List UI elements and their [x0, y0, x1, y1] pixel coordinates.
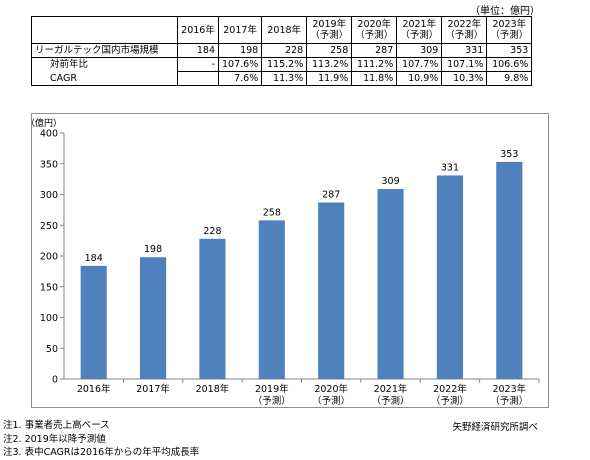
table-cell: 331 — [441, 43, 488, 58]
table-row-cagr: CAGR 7.6% 11.3% 11.9% 11.8% 10.9% 10.3% … — [31, 71, 533, 86]
table-corner-cell — [31, 16, 178, 44]
table-cell: 353 — [486, 43, 533, 58]
x-tick-label: 2019年 — [255, 383, 289, 395]
row-label: CAGR — [31, 71, 178, 86]
table-header-row: 2016年 2017年 2018年 2019年 （予測） 2020年 （予測） 20… — [31, 16, 533, 44]
unit-note: （単位：億円） — [470, 6, 540, 17]
row-label: 対前年比 — [31, 57, 178, 72]
table-header-cell: 2016年 — [177, 16, 219, 44]
data-label: 228 — [203, 226, 221, 237]
bar — [377, 188, 404, 379]
table-cell: 115.2% — [261, 57, 308, 72]
y-tick-label: 0 — [52, 375, 58, 386]
y-tick-label: 250 — [40, 221, 58, 232]
note-line: 注1. 事業者売上高ベース — [3, 420, 110, 431]
data-label: 331 — [441, 162, 459, 173]
data-label: 287 — [322, 189, 340, 200]
y-tick-label: 50 — [46, 344, 58, 355]
table-cell: 107.7% — [396, 57, 443, 72]
x-tick-label: 2020年 — [314, 383, 348, 395]
table-header-cell: 2021年 （予測） — [396, 16, 443, 44]
table-header-cell: 2017年 — [217, 16, 263, 44]
table-cell: 10.9% — [396, 71, 443, 86]
table-header-cell: 2019年 （予測） — [306, 16, 353, 44]
table-cell: 113.2% — [306, 57, 353, 72]
table-cell: 309 — [396, 43, 443, 58]
bar-chart: （億円） 0 50 100 150 200 250 300 350 400 184 2016年 198 2… — [32, 117, 540, 407]
y-tick-label: 350 — [40, 159, 58, 170]
data-label: 258 — [263, 207, 281, 218]
table-header-cell: 2023年 （予測） — [486, 16, 533, 44]
x-tick-label: 2022年 — [433, 383, 467, 395]
bar — [199, 238, 226, 379]
data-label: 309 — [381, 176, 399, 187]
table-cell: 258 — [306, 43, 353, 58]
table-cell: 198 — [217, 43, 263, 58]
table-cell: 106.6% — [486, 57, 533, 72]
table-cell: 11.3% — [261, 71, 308, 86]
x-tick-label-sub: （予測） — [490, 395, 528, 407]
table-row-market-size: リーガルテック国内市場規模 184 198 228 258 287 309 33… — [31, 43, 533, 58]
table-header-cell: 2022年 （予測） — [441, 16, 488, 44]
data-label: 184 — [85, 253, 103, 264]
source-credit: 矢野経済研究所調べ — [452, 422, 538, 433]
table-cell: 184 — [177, 43, 219, 58]
x-tick-label: 2021年 — [374, 383, 408, 395]
bar — [436, 175, 463, 379]
table-cell: 11.9% — [306, 71, 353, 86]
bar — [318, 202, 345, 379]
y-tick-label: 150 — [40, 282, 58, 293]
row-label: リーガルテック国内市場規模 — [31, 43, 178, 58]
table-cell: 107.1% — [441, 57, 488, 72]
table-cell: 9.8% — [486, 71, 533, 86]
x-tick-label: 2016年 — [77, 383, 111, 395]
market-size-table: 2016年 2017年 2018年 2019年 （予測） 2020年 （予測） 20… — [31, 16, 533, 86]
x-tick-label-sub: （予測） — [431, 395, 469, 407]
bar — [80, 265, 107, 379]
x-tick-label-sub: （予測） — [253, 395, 291, 407]
y-tick-label: 200 — [40, 252, 58, 263]
table-cell: 287 — [351, 43, 398, 58]
y-tick-label: 300 — [40, 190, 58, 201]
table-cell: - — [177, 57, 219, 72]
y-tick-label: 100 — [40, 313, 58, 324]
table-cell: 228 — [261, 43, 308, 58]
chart-frame: （億円） 0 50 100 150 200 250 300 350 400 184 2016年 198 2… — [31, 113, 549, 408]
x-tick-label: 2018年 — [196, 383, 230, 395]
bar — [140, 257, 167, 379]
note-line: 注3. 表中CAGRは2016年からの年平均成長率 — [3, 447, 200, 458]
y-tick-label: 400 — [40, 129, 58, 140]
table-header-cell: 2020年 （予測） — [351, 16, 398, 44]
data-label: 353 — [500, 149, 518, 160]
table-cell: 10.3% — [441, 71, 488, 86]
notes: 注1. 事業者売上高ベース 注2. 2019年以降予測値 注3. 表中CAGRは… — [3, 419, 199, 460]
table-header-cell: 2018年 — [261, 16, 308, 44]
table-cell: 107.6% — [217, 57, 263, 72]
table-row-yoy: 対前年比 - 107.6% 115.2% 113.2% 111.2% 107.7… — [31, 57, 533, 72]
table-cell: 11.8% — [351, 71, 398, 86]
x-tick-label-sub: （予測） — [312, 395, 350, 407]
data-label: 198 — [144, 244, 162, 255]
x-tick-label: 2017年 — [136, 383, 170, 395]
bar — [496, 161, 523, 379]
table-cell — [177, 71, 219, 86]
bar — [258, 220, 285, 379]
note-line: 注2. 2019年以降予測値 — [3, 433, 106, 445]
table-cell: 111.2% — [351, 57, 398, 72]
y-axis-label: （億円） — [32, 117, 62, 129]
table-cell: 7.6% — [217, 71, 263, 86]
x-tick-label: 2023年 — [492, 383, 526, 395]
x-tick-label-sub: （予測） — [372, 395, 410, 407]
